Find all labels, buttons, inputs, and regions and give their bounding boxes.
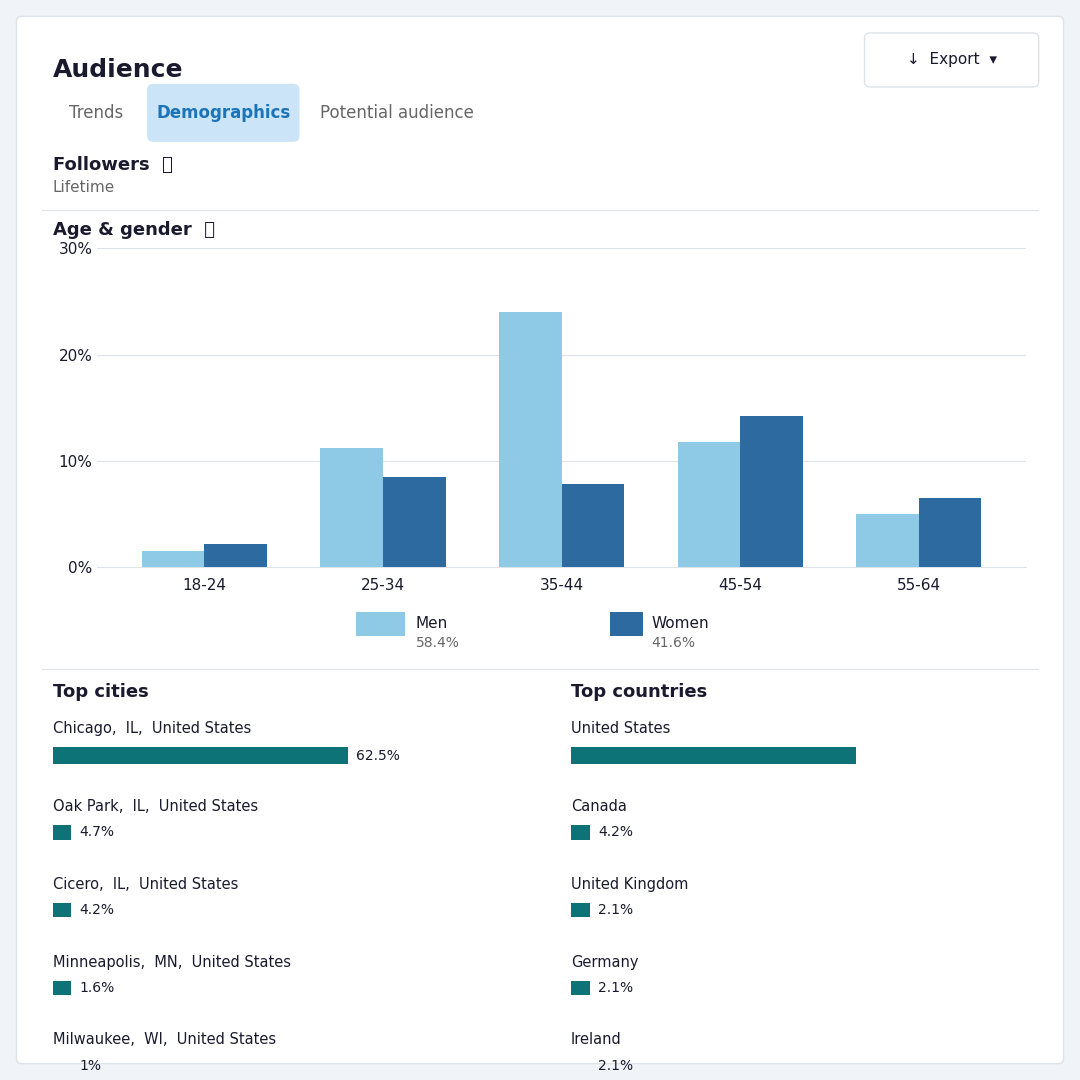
Text: 4.7%: 4.7% xyxy=(80,825,114,839)
Bar xyxy=(53,981,71,995)
Text: United States: United States xyxy=(571,721,671,737)
Text: 1.6%: 1.6% xyxy=(80,981,114,995)
Text: Milwaukee,  WI,  United States: Milwaukee, WI, United States xyxy=(53,1032,275,1048)
Bar xyxy=(571,825,590,839)
Bar xyxy=(919,498,982,567)
Text: Minneapolis,  MN,  United States: Minneapolis, MN, United States xyxy=(53,955,291,970)
FancyBboxPatch shape xyxy=(864,33,1039,86)
Bar xyxy=(141,551,204,567)
Text: 2.1%: 2.1% xyxy=(598,1058,633,1072)
Bar xyxy=(53,903,71,917)
Text: United Kingdom: United Kingdom xyxy=(571,877,688,892)
Text: 58.4%: 58.4% xyxy=(416,636,460,649)
Text: Potential audience: Potential audience xyxy=(320,104,474,122)
Bar xyxy=(204,543,267,567)
Text: 1%: 1% xyxy=(80,1058,102,1072)
Text: Chicago,  IL,  United States: Chicago, IL, United States xyxy=(53,721,251,737)
Bar xyxy=(53,825,71,839)
Bar xyxy=(856,514,919,567)
FancyBboxPatch shape xyxy=(147,84,299,141)
Text: 2.1%: 2.1% xyxy=(598,981,633,995)
Text: Oak Park,  IL,  United States: Oak Park, IL, United States xyxy=(53,799,258,814)
Bar xyxy=(571,1058,590,1072)
Bar xyxy=(383,476,446,567)
Bar xyxy=(571,747,856,764)
Text: Followers  ⓘ: Followers ⓘ xyxy=(53,157,173,174)
Text: 41.6%: 41.6% xyxy=(651,636,696,649)
Bar xyxy=(53,747,348,764)
Text: Top cities: Top cities xyxy=(53,683,148,701)
Text: Men: Men xyxy=(416,616,448,631)
Bar xyxy=(562,484,624,567)
Text: 4.2%: 4.2% xyxy=(80,903,114,917)
Text: Cicero,  IL,  United States: Cicero, IL, United States xyxy=(53,877,238,892)
Text: ↓  Export  ▾: ↓ Export ▾ xyxy=(906,53,997,67)
Text: Germany: Germany xyxy=(571,955,638,970)
Bar xyxy=(571,903,590,917)
Text: Ireland: Ireland xyxy=(571,1032,622,1048)
Text: Age & gender  ⓘ: Age & gender ⓘ xyxy=(53,220,215,239)
Bar xyxy=(321,448,383,567)
Text: Lifetime: Lifetime xyxy=(53,180,114,195)
Text: Women: Women xyxy=(651,616,708,631)
Text: Top countries: Top countries xyxy=(571,683,707,701)
Bar xyxy=(678,442,740,567)
Text: 4.2%: 4.2% xyxy=(598,825,633,839)
Bar xyxy=(571,981,590,995)
Text: Trends: Trends xyxy=(69,104,123,122)
Text: 2.1%: 2.1% xyxy=(598,903,633,917)
Text: Canada: Canada xyxy=(571,799,627,814)
Bar xyxy=(499,312,562,567)
Text: Demographics: Demographics xyxy=(157,104,291,122)
Text: Audience: Audience xyxy=(53,58,184,82)
FancyBboxPatch shape xyxy=(16,16,1064,1064)
Text: 62.5%: 62.5% xyxy=(355,748,400,762)
Bar xyxy=(740,416,802,567)
Bar xyxy=(53,1058,71,1072)
